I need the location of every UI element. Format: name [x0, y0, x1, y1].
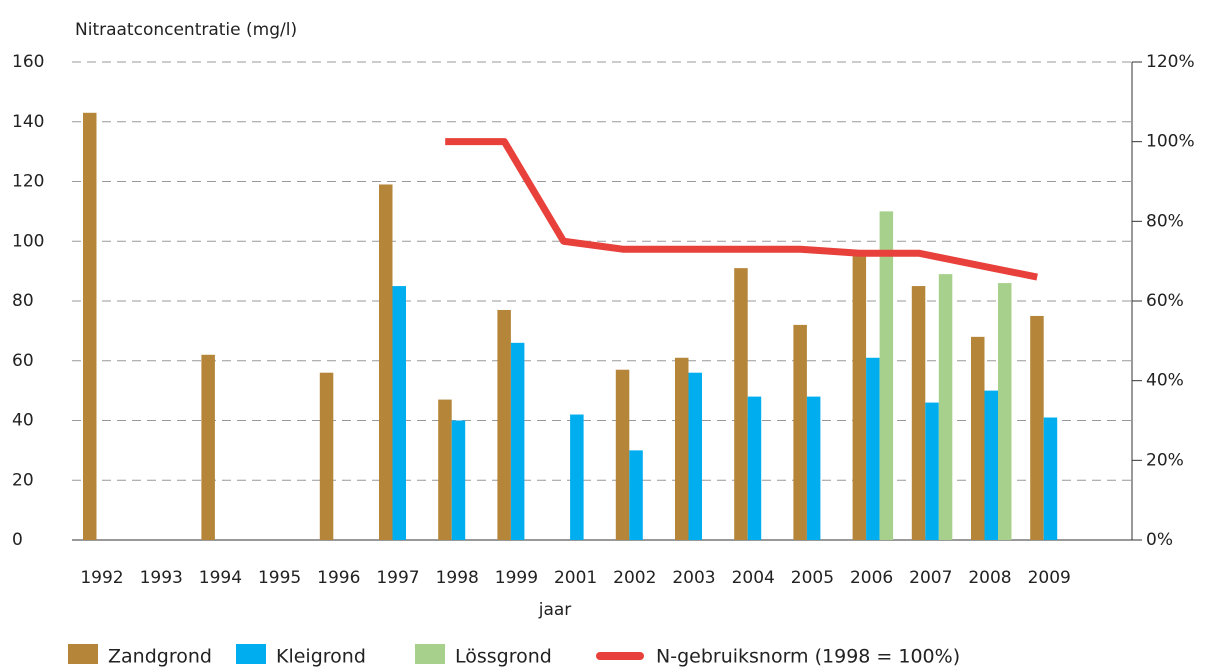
bar [629, 450, 643, 540]
y-tick-label: 160 [12, 52, 44, 72]
x-tick-label: 2004 [732, 568, 775, 588]
x-tick-label: 1998 [436, 568, 479, 588]
x-tick-label: 1996 [317, 568, 360, 588]
x-tick-label: 2002 [613, 568, 656, 588]
bar [925, 402, 939, 540]
bar [734, 268, 748, 540]
x-tick-label: 1992 [80, 568, 123, 588]
bar [570, 414, 584, 540]
bar [984, 390, 998, 540]
y-tick-label: 80 [12, 291, 34, 311]
x-axis-title: jaar [538, 600, 572, 620]
bar [675, 357, 689, 540]
y2-tick-label: 80% [1146, 211, 1184, 231]
x-tick-label: 1997 [376, 568, 419, 588]
y-tick-label: 60 [12, 351, 34, 371]
bar [938, 274, 953, 540]
y-tick-label: 0 [12, 530, 23, 550]
bar [451, 420, 466, 540]
x-tick-label: 2007 [909, 568, 952, 588]
x-tick-label: 1995 [258, 568, 301, 588]
y-tick-label: 140 [12, 112, 44, 132]
bar [866, 357, 880, 540]
x-tick-label: 2003 [672, 568, 715, 588]
y2-tick-label: 120% [1146, 52, 1195, 72]
legend-label: Lössgrond [455, 646, 552, 668]
x-tick-label: 2001 [554, 568, 597, 588]
bar [998, 283, 1012, 540]
bar [806, 396, 821, 540]
legend-swatch [68, 644, 98, 664]
legend-label: Kleigrond [276, 646, 366, 668]
x-tick-label: 2005 [791, 568, 834, 588]
x-tick-label: 2008 [968, 568, 1011, 588]
bar [1043, 417, 1058, 540]
legend-label: Zandgrond [108, 646, 212, 668]
y2-tick-label: 0% [1146, 530, 1173, 550]
x-tick-label: 1993 [140, 568, 183, 588]
y2-tick-label: 40% [1146, 371, 1184, 391]
bar [497, 309, 511, 540]
y-tick-label: 40 [12, 411, 34, 431]
bar [1030, 315, 1044, 540]
bar [688, 372, 702, 540]
bar [510, 342, 525, 540]
bar [379, 184, 393, 541]
bar [793, 324, 807, 540]
bar [852, 253, 867, 540]
y-axis-title: Nitraatconcentratie (mg/l) [75, 20, 297, 40]
bar [615, 369, 630, 540]
y2-tick-label: 60% [1146, 291, 1184, 311]
y-tick-label: 120 [12, 172, 44, 192]
bar [392, 286, 406, 540]
bar [911, 286, 926, 540]
bar [438, 399, 452, 540]
bar [747, 396, 762, 540]
x-tick-label: 1999 [495, 568, 538, 588]
legend-swatch [415, 644, 445, 664]
x-tick-label: 2009 [1028, 568, 1071, 588]
legend-label: N-gebruiksnorm (1998 = 100%) [656, 646, 960, 668]
y-tick-label: 100 [12, 231, 44, 251]
x-tick-label: 2006 [850, 568, 893, 588]
bar [83, 112, 97, 540]
line [445, 138, 1038, 281]
bar [319, 372, 334, 540]
x-tick-label: 1994 [199, 568, 242, 588]
y2-tick-label: 100% [1146, 132, 1195, 152]
legend-swatch [236, 644, 266, 664]
bar [201, 354, 215, 540]
bar [879, 211, 894, 540]
bar [971, 336, 985, 540]
y-tick-label: 20 [12, 470, 34, 490]
y2-tick-label: 20% [1146, 450, 1184, 470]
